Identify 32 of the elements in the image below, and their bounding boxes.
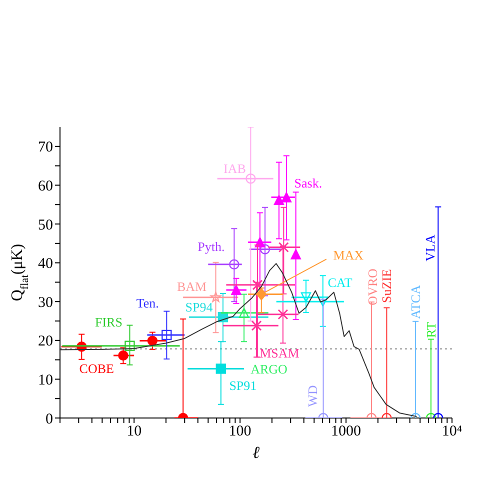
- x-tick-label: 1000: [331, 424, 362, 440]
- y-tick-label: 40: [38, 256, 53, 272]
- series-label: IAB: [223, 161, 246, 176]
- series-label: Pyth.: [198, 238, 225, 254]
- y-tick-label: 50: [38, 217, 53, 234]
- series-label: Sask.: [294, 175, 322, 190]
- series-label: BAM: [176, 278, 208, 294]
- text: MAX: [333, 248, 364, 263]
- series-label: SP91: [229, 378, 257, 394]
- series-label: CAT: [328, 274, 352, 290]
- text: OVRO: [365, 268, 380, 306]
- x-tick-label: 10⁴: [442, 424, 462, 440]
- series-label: FIRS: [95, 314, 122, 330]
- text: SuZIE: [379, 268, 394, 303]
- text: ATCA: [408, 284, 424, 319]
- y-tick-label: 30: [38, 294, 53, 311]
- text: ARGO: [250, 361, 288, 376]
- series-label: COBE: [79, 361, 114, 376]
- y-tick-label: 70: [38, 140, 53, 156]
- text: RT: [423, 322, 438, 338]
- series-label: SP94: [185, 300, 214, 315]
- y-tick-label: 60: [38, 178, 53, 195]
- text: VLA: [422, 234, 438, 262]
- x-axis-title: ℓ: [252, 443, 260, 462]
- series-label: MSAM: [260, 345, 300, 360]
- text: WD: [304, 385, 320, 407]
- x-tick-label: 10: [126, 424, 142, 440]
- series-label: Ten.: [136, 295, 159, 310]
- y-tick-label: 10: [38, 372, 53, 389]
- y-tick-label: 20: [38, 334, 53, 350]
- y-tick-label: 0: [46, 411, 53, 428]
- x-tick-label: 100: [228, 424, 252, 440]
